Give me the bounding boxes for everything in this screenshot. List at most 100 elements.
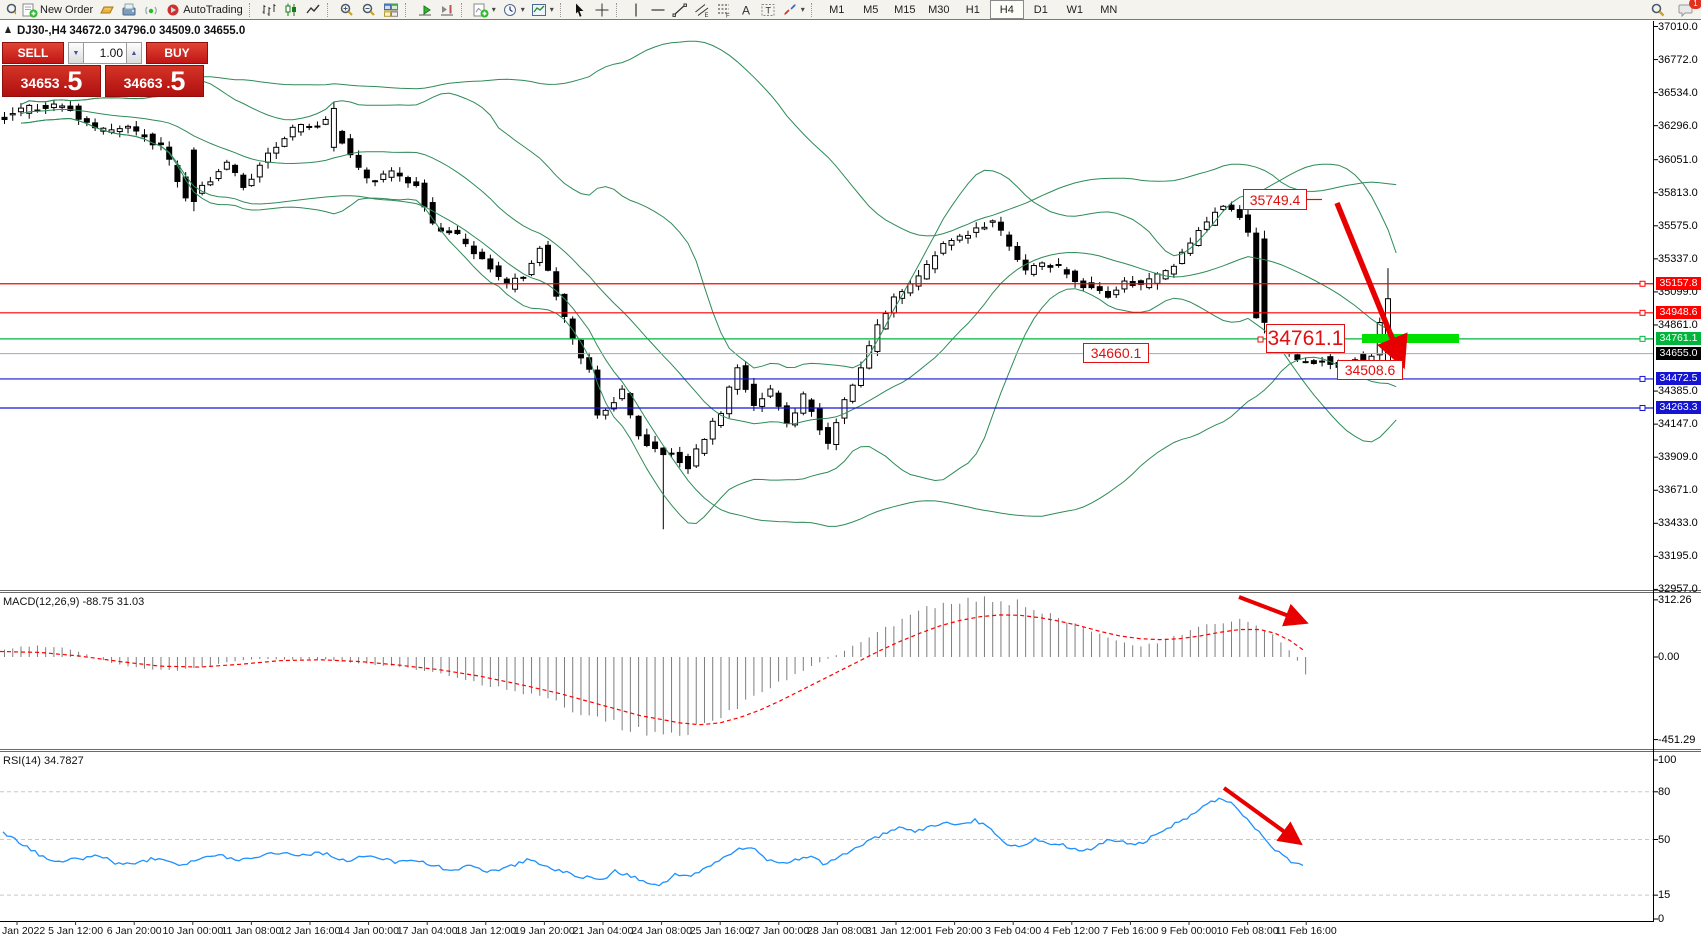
zoom-in-button[interactable]: [336, 1, 358, 19]
price-axis-label: 36051.0: [1658, 153, 1698, 166]
fibonacci-button[interactable]: F: [713, 1, 735, 19]
time-axis-label: 27 Jan 00:00: [748, 925, 810, 937]
periods-button[interactable]: ▾: [499, 1, 528, 19]
cursor-button[interactable]: [569, 1, 591, 19]
bollinger-band-line: [20, 117, 1397, 527]
price-axis-label: 34147.0: [1658, 418, 1698, 431]
time-axis-label: 25 Jan 16:00: [689, 925, 751, 937]
level-handle: [1639, 280, 1646, 287]
market-watch-signal-icon: [143, 2, 159, 18]
timeframe-mn-button[interactable]: MN: [1100, 3, 1118, 16]
print-button[interactable]: [118, 1, 140, 19]
ask-price[interactable]: 34663 . 5: [105, 65, 204, 97]
horizontal-line-button[interactable]: [647, 1, 669, 19]
tile-windows-button[interactable]: [380, 1, 402, 19]
line-chart-button[interactable]: [302, 1, 324, 19]
timeframe-d1-button[interactable]: D1: [1033, 3, 1048, 16]
chart-shift-button[interactable]: [436, 1, 458, 19]
time-axis-label: 10 Jan 00:00: [162, 925, 224, 937]
time-axis-label: 28 Jan 08:00: [807, 925, 868, 937]
price-axis-label: 35337.0: [1658, 252, 1698, 265]
one-click-trading-panel: SELL ▼ 1.00 ▲ BUY 34653 . 5 34663 . 5: [2, 42, 208, 97]
new-order-button[interactable]: New Order: [19, 1, 96, 19]
timeframe-h1-button[interactable]: H1: [965, 3, 980, 16]
macd-axis-label: -451.29: [1658, 733, 1696, 746]
trendline-icon: [672, 2, 688, 18]
vertical-line-button[interactable]: [625, 1, 647, 19]
bollinger-band-line: [20, 79, 1397, 369]
crosshair-button[interactable]: [591, 1, 613, 19]
clipped-edge-icon[interactable]: [2, 1, 19, 19]
annotation-box[interactable]: 34761.1: [1266, 324, 1345, 353]
price-axis-label: 33433.0: [1658, 517, 1698, 530]
price-axis-label: 33671.0: [1658, 484, 1698, 497]
chart-ohlc-title: DJ30-,H4 34672.0 34796.0 34509.0 34655.0: [4, 25, 245, 37]
clipped-edge-icon-icon: [5, 2, 16, 18]
time-axis-label: 6 Jan 20:00: [106, 925, 162, 937]
trend-arrow: [1222, 786, 1303, 846]
bid-price-big-digit: 5: [67, 66, 83, 96]
time-axis-label: 1 Feb 20:00: [926, 925, 983, 937]
time-axis-label: 7 Feb 16:00: [1102, 925, 1159, 937]
timeframe-h4-button[interactable]: H4: [989, 0, 1024, 19]
candlestick-chart-icon: [283, 2, 299, 18]
notifications-button[interactable]: 1: [1675, 0, 1701, 19]
sell-button[interactable]: SELL: [2, 42, 64, 64]
rsi-axis-label: 80: [1658, 785, 1671, 798]
equidistant-channel-button[interactable]: E: [691, 1, 713, 19]
svg-text:F: F: [726, 13, 730, 18]
price-level-badge: 35157.8: [1656, 277, 1701, 291]
chart-shift-icon: [439, 2, 455, 18]
auto-scroll-button[interactable]: [414, 1, 436, 19]
text-label-button[interactable]: T: [757, 1, 779, 19]
print-icon: [121, 2, 137, 18]
zoom-out-icon: [361, 2, 377, 18]
vertical-line-icon: [628, 2, 644, 18]
bar-chart-button[interactable]: [258, 1, 280, 19]
fibonacci-icon: F: [716, 2, 732, 18]
rsi-label: RSI(14) 34.7827: [3, 755, 84, 767]
timeframe-m5-button[interactable]: M5: [863, 3, 879, 16]
time-axis-label: 12 Jan 16:00: [279, 925, 341, 937]
annotation-box[interactable]: 35749.4: [1243, 189, 1307, 210]
arrows-button[interactable]: ▾: [779, 1, 808, 19]
timeframe-m15-button[interactable]: M15: [894, 3, 916, 16]
periods-icon: [502, 2, 518, 18]
timeframe-w1-button[interactable]: W1: [1066, 3, 1084, 16]
text-button[interactable]: A: [735, 1, 757, 19]
time-axis-label: 3 Feb 04:00: [985, 925, 1042, 937]
arrows-icon: [782, 2, 798, 18]
bid-price[interactable]: 34653 . 5: [2, 65, 101, 97]
buy-button[interactable]: BUY: [146, 42, 208, 64]
trendline-button[interactable]: [669, 1, 691, 19]
chart-title-text: DJ30-,H4 34672.0 34796.0 34509.0 34655.0: [17, 25, 246, 37]
templates-button[interactable]: ▾: [528, 1, 557, 19]
bollinger-band-line: [20, 40, 1397, 237]
bollinger-band-line: [20, 117, 1397, 525]
candlestick-chart-button[interactable]: [280, 1, 302, 19]
toolbar-separator: [326, 2, 333, 17]
new-order-icon: [22, 2, 38, 18]
timeframe-m30-button[interactable]: M30: [928, 3, 950, 16]
volume-decrease-button[interactable]: ▼: [68, 42, 84, 64]
new-chart-button[interactable]: ▾: [470, 1, 499, 19]
timeframe-m1-button[interactable]: M1: [829, 3, 845, 16]
time-axis-label: 11 Feb 16:00: [1275, 925, 1337, 937]
autotrading-button[interactable]: AutoTrading: [162, 1, 246, 19]
volume-input[interactable]: 1.00: [84, 42, 126, 64]
price-level-badge: 34263.3: [1656, 401, 1701, 415]
toolbar: New Order AutoTrading ▾ ▾ ▾ E F A T ▾ M1 M5 M15 M30 H1…: [0, 0, 1701, 20]
bollinger-band-line: [20, 108, 1397, 425]
annotation-box[interactable]: 34508.6: [1337, 360, 1403, 380]
annotation-box[interactable]: 34660.1: [1083, 343, 1149, 363]
current-price-badge: 34655.0: [1656, 347, 1701, 361]
search-button[interactable]: [1647, 1, 1669, 19]
market-watch-signal-button[interactable]: [140, 1, 162, 19]
zoom-out-button[interactable]: [358, 1, 380, 19]
macd-label: MACD(12,26,9) -88.75 31.03: [3, 596, 145, 608]
time-axis-label: 21 Jan 04:00: [572, 925, 634, 937]
gold-bar-icon-button[interactable]: [96, 1, 118, 19]
volume-increase-button[interactable]: ▲: [126, 42, 142, 64]
macd-axis-label: 0.00: [1658, 651, 1680, 663]
